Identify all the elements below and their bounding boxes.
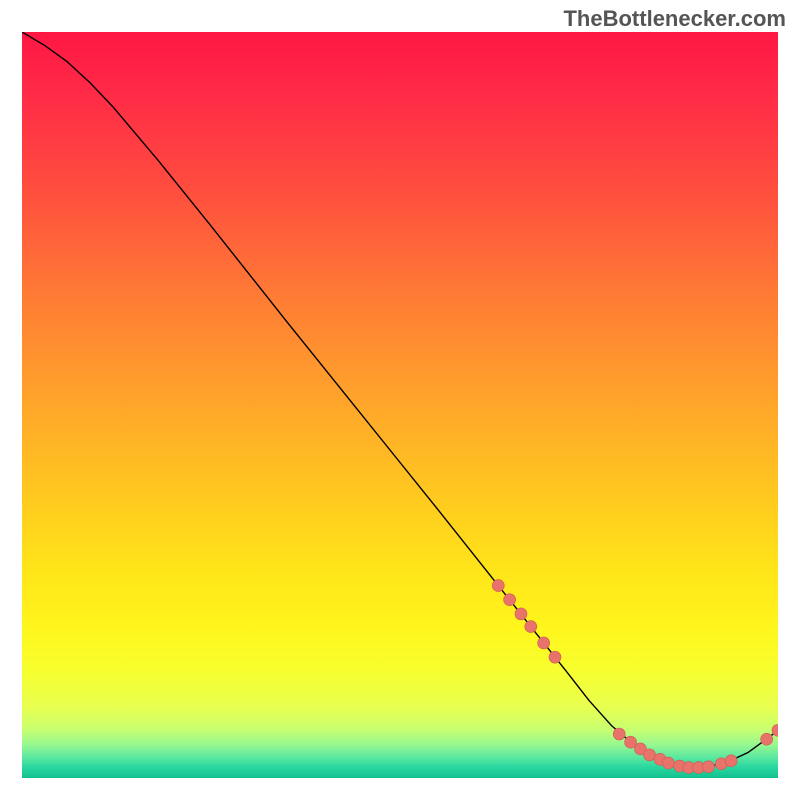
watermark-text: TheBottlenecker.com [563,6,786,32]
data-marker [643,749,655,761]
data-marker [702,761,714,773]
data-marker [525,621,537,633]
data-marker [504,594,516,606]
chart-background [22,32,778,778]
chart-svg [22,32,778,778]
data-marker [549,651,561,663]
plot-area [22,32,778,778]
chart-root: TheBottlenecker.com [0,0,800,800]
data-marker [725,755,737,767]
data-marker [761,733,773,745]
data-marker [515,608,527,620]
data-marker [662,757,674,769]
data-marker [538,637,550,649]
data-marker [613,728,625,740]
data-marker [492,580,504,592]
